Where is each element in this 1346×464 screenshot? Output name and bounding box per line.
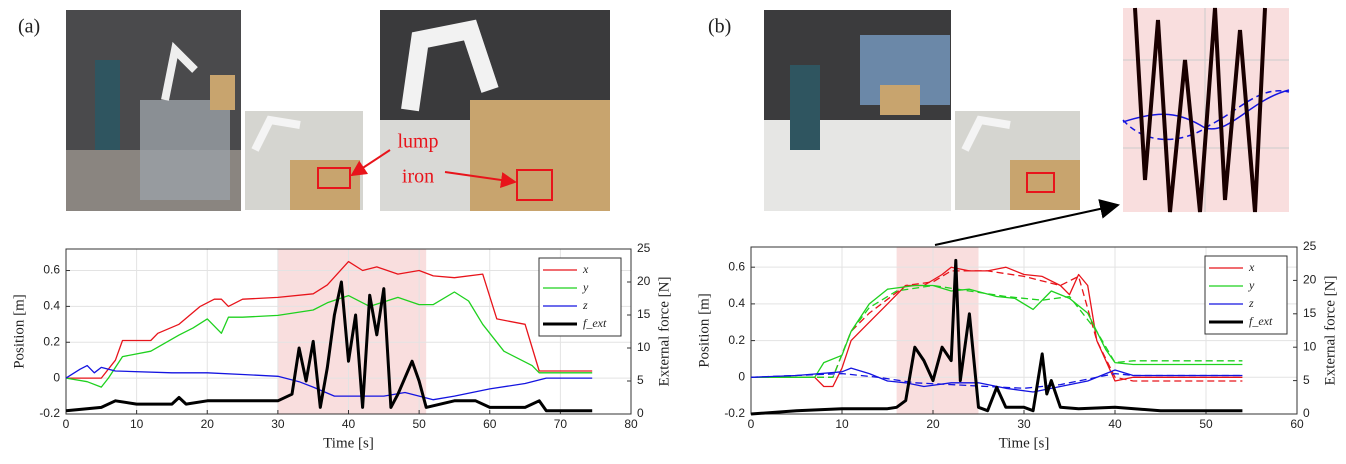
x-tick-label: 60 (483, 417, 497, 431)
plot-frame (65, 248, 632, 415)
series-line (750, 372, 1243, 389)
y2-tick-label: 10 (637, 340, 651, 354)
arrow (350, 149, 391, 177)
legend-label: z (582, 298, 588, 312)
legend-label: z (1248, 296, 1254, 310)
arrow (444, 171, 517, 188)
x-tick-label: 40 (342, 417, 356, 431)
y-tick-label: 0.6 (43, 263, 60, 277)
x-tick-label: 80 (624, 417, 638, 431)
x-tick-label: 20 (926, 417, 940, 431)
legend-label: y (582, 280, 589, 294)
series-line (65, 364, 593, 401)
plot-frame (750, 246, 1298, 415)
y-tick-label: 0 (53, 370, 60, 384)
y-axis-title: Position [m] (696, 293, 712, 368)
x-axis-title: Time [s] (323, 435, 374, 451)
y-tick-label: 0.2 (43, 334, 60, 348)
photo-a-inset (243, 109, 365, 212)
zoom-view (1122, 7, 1290, 213)
x-tick-label: 30 (271, 417, 285, 431)
y2-tick-label: 20 (637, 274, 651, 288)
y2-tick-label: 0 (1303, 406, 1310, 420)
legend-label: y (1248, 278, 1255, 292)
x-tick-label: 20 (201, 417, 215, 431)
y-tick-label: -0.2 (39, 406, 60, 420)
x-tick-label: 50 (1199, 417, 1213, 431)
x-tick-label: 0 (748, 417, 755, 431)
y2-tick-label: 5 (637, 373, 644, 387)
x-tick-label: 0 (63, 417, 70, 431)
x-tick-label: 10 (130, 417, 144, 431)
y-tick-label: 0.4 (43, 299, 60, 313)
y-tick-label: -0.2 (724, 406, 745, 420)
series-line (750, 258, 1243, 416)
series-line (65, 280, 593, 413)
y2-tick-label: 25 (637, 241, 651, 255)
annotation: iron (402, 166, 434, 188)
y-tick-label: 0.4 (728, 296, 745, 310)
y2-tick-label: 25 (1303, 239, 1317, 253)
series-line (751, 284, 1243, 378)
x-tick-label: 10 (835, 417, 849, 431)
y2-tick-label: 10 (1303, 339, 1317, 353)
x-axis-title: Time [s] (999, 435, 1050, 451)
legend-label: x (582, 262, 589, 276)
series-line (750, 367, 1243, 393)
highlight-region (896, 247, 979, 414)
y2-tick-label: 0 (637, 406, 644, 420)
legend-box (1204, 255, 1288, 335)
y2-tick-label: 15 (1303, 306, 1317, 320)
annotation: lump (397, 131, 438, 153)
photo-b1 (764, 10, 951, 211)
x-tick-label: 50 (412, 417, 426, 431)
y-axis-title: Position [m] (11, 294, 27, 369)
photo-b-inset (953, 109, 1082, 212)
panel-label: (a) (18, 16, 40, 38)
photo-a1 (66, 10, 241, 211)
y2-tick-label: 5 (1303, 373, 1310, 387)
panel-label: (b) (708, 16, 731, 38)
y-tick-label: 0.2 (728, 333, 745, 347)
legend-label: x (1248, 260, 1255, 274)
series-line (66, 260, 593, 379)
y2-axis-title: External force [N] (1322, 276, 1338, 386)
x-tick-label: 70 (554, 417, 568, 431)
y2-tick-label: 15 (637, 307, 651, 321)
zoom-arrow (934, 199, 1120, 246)
y-tick-label: 0 (738, 369, 745, 383)
photo-a2 (380, 10, 610, 211)
legend-label: f_ext (1249, 314, 1273, 328)
x-tick-label: 60 (1290, 417, 1304, 431)
series-line (751, 270, 1243, 382)
y2-tick-label: 20 (1303, 273, 1317, 287)
x-tick-label: 30 (1017, 417, 1031, 431)
series-line (751, 284, 1243, 378)
y2-axis-title: External force [N] (656, 277, 672, 387)
legend-label: f_ext (583, 316, 607, 330)
x-tick-label: 40 (1108, 417, 1122, 431)
series-line (65, 291, 593, 388)
series-line (751, 266, 1243, 388)
y-tick-label: 0.6 (728, 259, 745, 273)
